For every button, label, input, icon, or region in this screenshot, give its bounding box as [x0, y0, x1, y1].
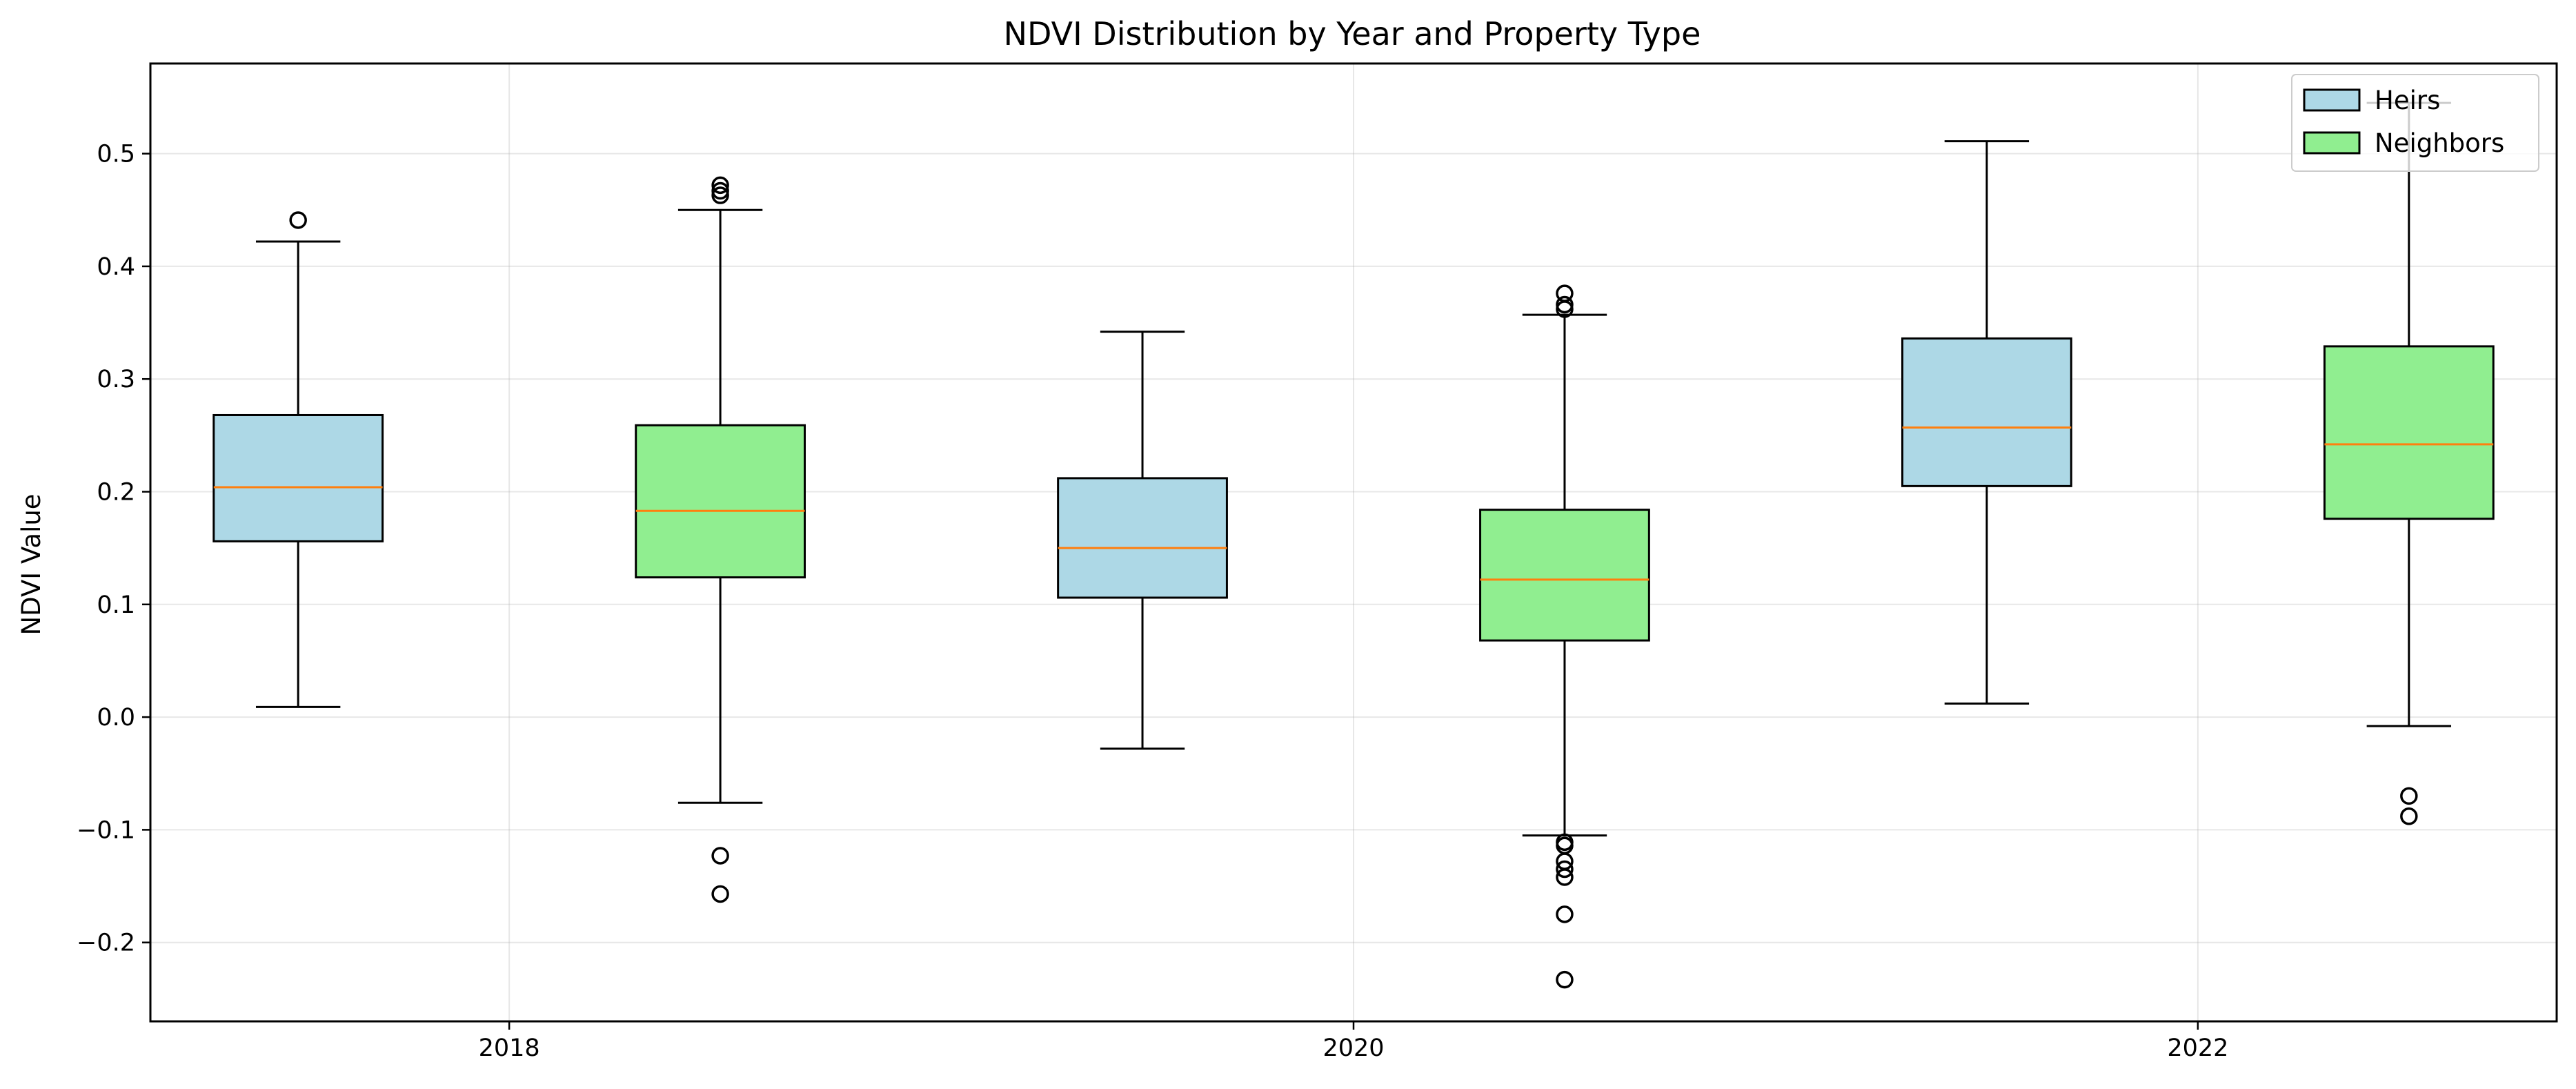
outlier-point: [1556, 295, 1574, 314]
legend-swatch-neighbors: [2303, 131, 2361, 155]
y-tick-label: −0.2: [77, 930, 135, 957]
box-iqr: [1479, 509, 1650, 642]
box-iqr: [2323, 345, 2495, 520]
legend-label-neighbors: Neighbors: [2375, 128, 2504, 158]
y-tick-label: −0.1: [77, 816, 135, 844]
x-tick-label: 2018: [479, 1034, 540, 1062]
outlier-point: [1556, 860, 1574, 879]
box-neighbors-3: [1479, 284, 1650, 989]
legend-swatch-heirs: [2303, 88, 2361, 112]
outlier-point: [1556, 868, 1574, 886]
outlier-point: [1556, 905, 1574, 923]
outlier-point: [711, 186, 729, 204]
chart-title: NDVI Distribution by Year and Property T…: [1004, 15, 1701, 52]
outlier-point: [711, 847, 729, 865]
box-iqr: [1901, 337, 2072, 487]
y-tick-label: 0.4: [97, 253, 135, 281]
box-layer: [212, 101, 2495, 989]
box-heirs-0: [212, 211, 384, 708]
outlier-point: [289, 211, 307, 229]
outlier-point: [1556, 970, 1574, 989]
y-axis-label: NDVI Value: [17, 493, 46, 635]
legend-label-heirs: Heirs: [2375, 86, 2440, 115]
y-tick-label: 0.0: [97, 704, 135, 732]
outlier-point: [711, 176, 729, 195]
x-tick-label: 2022: [2167, 1034, 2228, 1062]
x-tick-label: 2020: [1322, 1034, 1384, 1062]
outlier-point: [2400, 787, 2418, 805]
y-tick-label: 0.2: [97, 479, 135, 507]
box-iqr: [635, 424, 806, 579]
outlier-point: [2400, 807, 2418, 825]
outlier-point: [711, 885, 729, 903]
legend: Heirs Neighbors: [2291, 74, 2539, 172]
box-iqr: [1057, 477, 1228, 599]
outlier-point: [711, 182, 729, 200]
box-neighbors-5: [2323, 101, 2495, 825]
box-iqr: [212, 413, 384, 542]
box-heirs-2: [1057, 331, 1228, 750]
axis-layer: −0.2 −0.1 0.0 0.1 0.2 0.3 0.4 0.5 2018 2020 2022: [77, 62, 2558, 1062]
y-tick-label: 0.1: [97, 591, 135, 619]
y-tick-label: 0.5: [97, 141, 135, 168]
y-tick-label: 0.3: [97, 366, 135, 393]
box-neighbors-1: [635, 176, 806, 903]
grid-layer: [150, 63, 2557, 1021]
box-heirs-4: [1901, 140, 2072, 705]
outlier-point: [1556, 284, 1574, 302]
